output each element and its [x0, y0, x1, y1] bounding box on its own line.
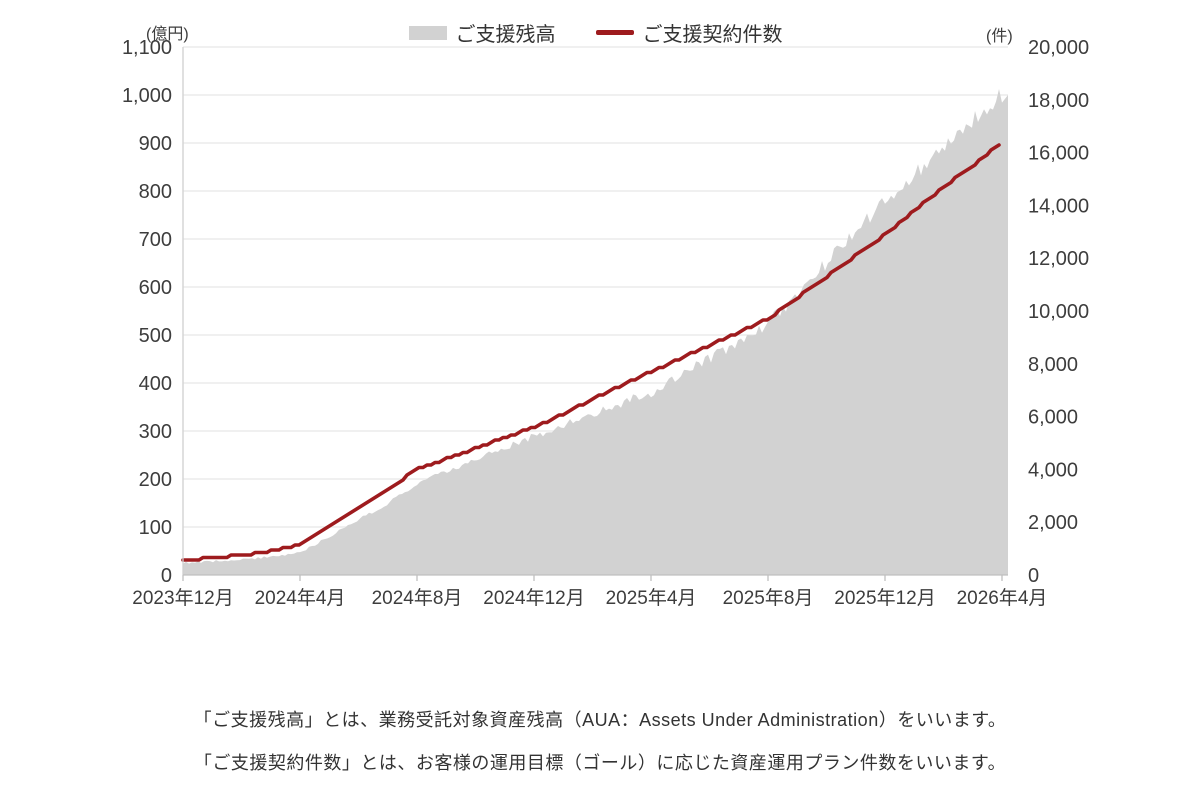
left-axis-tick-label: 700 — [139, 229, 172, 251]
legend-label-aua: ご支援残高 — [455, 24, 556, 46]
right-axis-tick-label: 12,000 — [1028, 248, 1089, 270]
combo-chart: 01002003004005006007008009001,0001,10002… — [122, 37, 1089, 609]
right-axis-tick-label: 0 — [1028, 565, 1039, 587]
left-axis-tick-label: 300 — [139, 421, 172, 443]
right-axis-tick-label: 8,000 — [1028, 354, 1078, 376]
legend-item-aua: ご支援残高 — [408, 18, 556, 47]
x-axis-tick-label: 2024年12月 — [483, 587, 584, 609]
legend-item-contracts: ご支援契約件数 — [595, 18, 783, 47]
left-axis-tick-label: 600 — [139, 277, 172, 299]
contracts-line-series — [181, 143, 1001, 562]
footnotes: 「ご支援残高」とは、業務受託対象資産残高（AUA：Assets Under Ad… — [0, 708, 1200, 794]
right-axis-tick-label: 16,000 — [1028, 143, 1089, 165]
right-axis-tick-label: 6,000 — [1028, 407, 1078, 429]
x-axis-tick-label: 2025年12月 — [834, 587, 935, 609]
x-axis-tick-label: 2025年4月 — [606, 587, 697, 609]
left-axis-tick-label: 1,100 — [122, 37, 172, 59]
x-axis-tick-label: 2024年8月 — [372, 587, 463, 609]
x-axis-tick-label: 2026年4月 — [957, 587, 1048, 609]
left-axis-tick-label: 200 — [139, 469, 172, 491]
footnote-contracts: 「ご支援契約件数」とは、お客様の運用目標（ゴール）に応じた資産運用プラン件数をい… — [193, 753, 1007, 773]
line-swatch-icon — [595, 30, 634, 35]
right-axis-tick-label: 10,000 — [1028, 301, 1089, 323]
footnote-aua: 「ご支援残高」とは、業務受託対象資産残高（AUA：Assets Under Ad… — [193, 710, 1007, 730]
left-axis-tick-label: 900 — [139, 133, 172, 155]
right-axis-tick-label: 18,000 — [1028, 90, 1089, 112]
left-axis-unit-label: (億円) — [146, 26, 189, 43]
area-swatch-icon — [408, 25, 447, 40]
chart-legend: ご支援残高 ご支援契約件数 — [183, 18, 1008, 47]
right-axis-unit-label: (件) — [986, 28, 1013, 45]
x-axis-tick-label: 2023年12月 — [132, 587, 233, 609]
left-axis-tick-label: 0 — [161, 565, 172, 587]
right-axis-tick-label: 2,000 — [1028, 512, 1078, 534]
x-axis-tick-label: 2024年4月 — [255, 587, 346, 609]
left-axis-tick-label: 400 — [139, 373, 172, 395]
right-axis-tick-label: 20,000 — [1028, 37, 1089, 59]
left-axis-tick-label: 800 — [139, 181, 172, 203]
left-axis-tick-label: 1,000 — [122, 85, 172, 107]
right-axis-tick-label: 4,000 — [1028, 459, 1078, 481]
left-axis-tick-label: 500 — [139, 325, 172, 347]
legend-label-contracts: ご支援契約件数 — [642, 24, 783, 46]
right-axis-tick-label: 14,000 — [1028, 195, 1089, 217]
x-axis-tick-label: 2025年8月 — [723, 587, 814, 609]
aua-area-series — [183, 89, 1008, 575]
left-axis-tick-label: 100 — [139, 517, 172, 539]
